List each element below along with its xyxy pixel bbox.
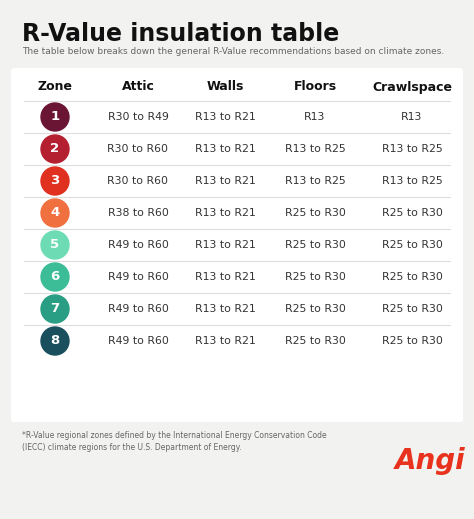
Text: R25 to R30: R25 to R30 — [284, 208, 346, 218]
Text: 3: 3 — [50, 174, 60, 187]
Text: Floors: Floors — [293, 80, 337, 93]
Circle shape — [41, 231, 69, 259]
Text: R13 to R21: R13 to R21 — [195, 144, 255, 154]
Text: Attic: Attic — [121, 80, 155, 93]
Text: R30 to R49: R30 to R49 — [108, 112, 168, 122]
Text: 5: 5 — [50, 239, 60, 252]
Circle shape — [41, 103, 69, 131]
Circle shape — [41, 263, 69, 291]
Text: 8: 8 — [50, 335, 60, 348]
Text: R30 to R60: R30 to R60 — [108, 176, 168, 186]
Text: R38 to R60: R38 to R60 — [108, 208, 168, 218]
Text: R13 to R25: R13 to R25 — [284, 176, 346, 186]
Text: R13: R13 — [304, 112, 326, 122]
Circle shape — [41, 327, 69, 355]
Text: Angi: Angi — [395, 447, 465, 475]
Text: Crawlspace: Crawlspace — [372, 80, 452, 93]
Text: R25 to R30: R25 to R30 — [382, 272, 442, 282]
Text: R49 to R60: R49 to R60 — [108, 240, 168, 250]
Text: R13 to R25: R13 to R25 — [382, 144, 442, 154]
Text: 1: 1 — [50, 111, 60, 124]
Text: R49 to R60: R49 to R60 — [108, 304, 168, 314]
Text: Walls: Walls — [206, 80, 244, 93]
Text: R30 to R60: R30 to R60 — [108, 144, 168, 154]
Text: R25 to R30: R25 to R30 — [284, 336, 346, 346]
Text: R13 to R21: R13 to R21 — [195, 176, 255, 186]
Text: R13 to R21: R13 to R21 — [195, 112, 255, 122]
Text: *R-Value regional zones defined by the International Energy Conservation Code
(I: *R-Value regional zones defined by the I… — [22, 431, 327, 453]
Text: 4: 4 — [50, 207, 60, 220]
Text: 6: 6 — [50, 270, 60, 283]
Text: The table below breaks down the general R-Value recommendations based on climate: The table below breaks down the general … — [22, 47, 444, 56]
Text: R13 to R21: R13 to R21 — [195, 336, 255, 346]
Text: R-Value insulation table: R-Value insulation table — [22, 22, 339, 46]
Text: R13 to R21: R13 to R21 — [195, 240, 255, 250]
Text: R13 to R25: R13 to R25 — [382, 176, 442, 186]
Text: R13 to R21: R13 to R21 — [195, 208, 255, 218]
Text: R25 to R30: R25 to R30 — [382, 240, 442, 250]
Text: R13 to R25: R13 to R25 — [284, 144, 346, 154]
Text: R49 to R60: R49 to R60 — [108, 272, 168, 282]
Text: Zone: Zone — [37, 80, 73, 93]
Text: R25 to R30: R25 to R30 — [382, 304, 442, 314]
Text: 7: 7 — [50, 303, 60, 316]
Text: R13 to R21: R13 to R21 — [195, 304, 255, 314]
Text: R25 to R30: R25 to R30 — [284, 272, 346, 282]
Text: R25 to R30: R25 to R30 — [382, 336, 442, 346]
Text: R13 to R21: R13 to R21 — [195, 272, 255, 282]
Text: R49 to R60: R49 to R60 — [108, 336, 168, 346]
Text: R25 to R30: R25 to R30 — [284, 304, 346, 314]
Text: R25 to R30: R25 to R30 — [382, 208, 442, 218]
FancyBboxPatch shape — [11, 68, 463, 422]
Circle shape — [41, 167, 69, 195]
Circle shape — [41, 199, 69, 227]
Text: R13: R13 — [401, 112, 423, 122]
Circle shape — [41, 295, 69, 323]
Circle shape — [41, 135, 69, 163]
Text: R25 to R30: R25 to R30 — [284, 240, 346, 250]
Text: 2: 2 — [50, 143, 60, 156]
